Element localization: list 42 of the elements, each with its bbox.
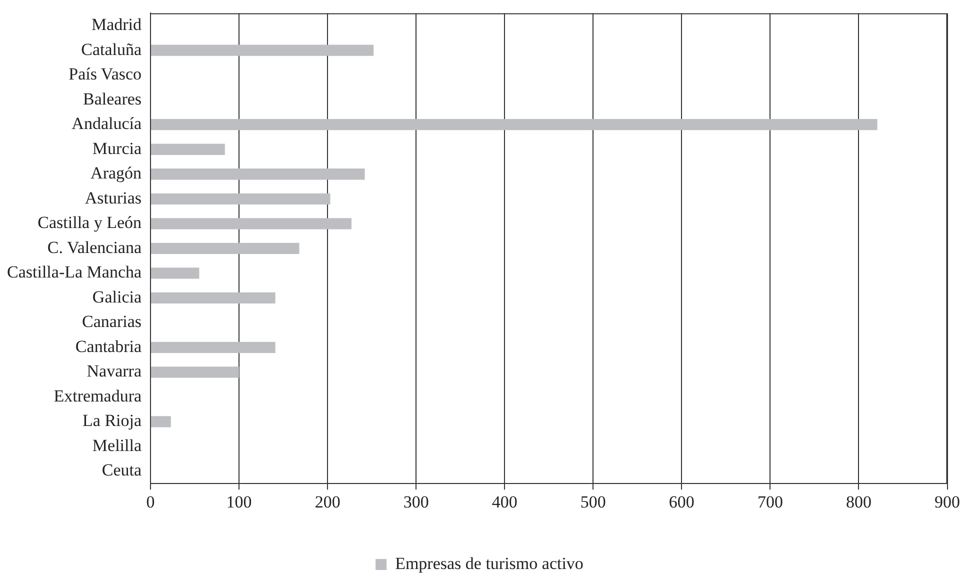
bar xyxy=(151,168,365,180)
y-tick-label: Ceuta xyxy=(102,460,142,480)
y-tick-label: Madrid xyxy=(91,15,142,34)
y-tick-label: Castilla-La Mancha xyxy=(7,262,142,282)
x-tick-label: 400 xyxy=(492,492,518,512)
bar xyxy=(151,44,374,56)
bar xyxy=(151,416,171,428)
x-tick-label: 700 xyxy=(757,492,783,512)
y-tick-label: País Vasco xyxy=(68,64,142,84)
bar xyxy=(151,119,878,130)
bar xyxy=(151,218,352,230)
bar xyxy=(151,366,240,378)
x-tick-label: 600 xyxy=(668,492,694,512)
x-tick-label: 200 xyxy=(314,492,340,512)
x-tick-label: 800 xyxy=(846,492,872,512)
y-tick-label: Navarra xyxy=(86,362,142,381)
bar xyxy=(151,193,330,204)
y-tick-label: Extremadura xyxy=(54,386,142,406)
y-tick-label: Cataluña xyxy=(81,40,142,59)
y-tick-label: Canarias xyxy=(82,312,142,332)
y-tick-label: Cantabria xyxy=(75,336,142,356)
x-tick-label: 500 xyxy=(580,492,606,512)
y-tick-label: Galicia xyxy=(92,287,142,306)
bar xyxy=(151,268,200,279)
x-tick-label: 100 xyxy=(226,492,252,512)
y-tick-label: Murcia xyxy=(92,138,142,158)
y-tick-label: La Rioja xyxy=(82,411,142,430)
x-tick-label: 0 xyxy=(146,492,155,512)
y-tick-label: Castilla y León xyxy=(38,213,142,232)
bar xyxy=(151,144,225,155)
bar xyxy=(151,342,276,353)
y-tick-label: Aragón xyxy=(90,164,142,183)
y-tick-label: Baleares xyxy=(83,89,142,108)
bar xyxy=(151,292,276,304)
x-tick-label: 900 xyxy=(934,492,960,512)
y-tick-label: C. Valenciana xyxy=(47,238,142,257)
bar xyxy=(151,242,300,254)
y-tick-label: Asturias xyxy=(84,188,142,208)
y-tick-label: Melilla xyxy=(92,436,142,455)
x-tick-label: 300 xyxy=(403,492,429,512)
y-tick-label: Andalucía xyxy=(72,114,142,134)
legend-label: Empresas de turismo activo xyxy=(395,554,584,573)
